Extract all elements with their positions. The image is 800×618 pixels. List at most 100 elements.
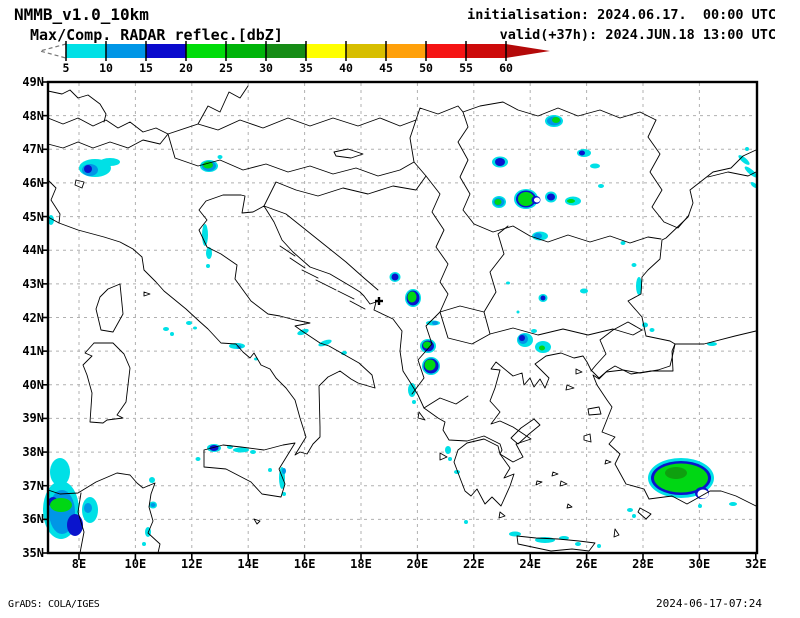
radar-cell xyxy=(519,335,525,341)
lon-label: 24E xyxy=(519,557,542,571)
country-border xyxy=(647,119,690,229)
lat-label: 41N xyxy=(22,344,44,359)
country-border xyxy=(77,492,85,554)
coastline xyxy=(510,418,541,445)
radar-cell xyxy=(432,321,438,325)
lon-label: 20E xyxy=(406,557,429,571)
coastline xyxy=(82,342,131,424)
lat-label: 37N xyxy=(22,478,44,493)
radar-cell xyxy=(745,147,749,151)
radar-cell xyxy=(665,467,687,479)
coastline xyxy=(203,442,296,498)
lat-label: 46N xyxy=(22,175,44,190)
radar-cell xyxy=(206,264,210,268)
country-border xyxy=(409,119,417,163)
island-sliver xyxy=(337,290,355,300)
coastline xyxy=(559,480,568,487)
colorbar-box xyxy=(66,44,106,58)
colorbar-box xyxy=(466,44,506,58)
colorbar-legend: 5 10 15 20 25 30 35 40 45 50 55 60 xyxy=(20,38,590,80)
radar-cell xyxy=(203,161,213,169)
colorbar-box xyxy=(226,44,266,58)
country-border xyxy=(263,205,379,291)
radar-cell xyxy=(531,329,537,333)
colorbar-tick-label: 55 xyxy=(459,61,473,75)
coastline xyxy=(613,528,620,538)
coastline xyxy=(498,511,506,519)
radar-cell xyxy=(150,503,156,507)
radar-cell xyxy=(516,310,520,314)
country-border xyxy=(529,234,662,244)
radar-cell xyxy=(445,446,451,454)
coastline xyxy=(637,507,652,520)
radar-cell xyxy=(412,400,416,404)
country-border xyxy=(415,101,657,121)
radar-cell xyxy=(206,247,212,259)
radar-cell xyxy=(163,327,169,331)
colorbar-box xyxy=(386,44,426,58)
country-border xyxy=(411,311,441,395)
island-sliver xyxy=(301,269,319,279)
coastline xyxy=(47,149,757,463)
init-time-label: initialisation: 2024.06.17. 00:00 UTC xyxy=(467,7,776,23)
grads-attribution: GrADS: COLA/IGES xyxy=(8,599,100,610)
colorbar-box xyxy=(146,44,186,58)
lon-label: 22E xyxy=(462,557,485,571)
country-border xyxy=(197,85,249,125)
radar-cell xyxy=(632,514,636,518)
radar-cell xyxy=(391,273,399,281)
radar-cell xyxy=(250,450,256,454)
country-border xyxy=(167,117,417,135)
lon-label: 16E xyxy=(293,557,316,571)
country-border xyxy=(590,321,643,372)
coastline xyxy=(516,535,596,552)
coastline xyxy=(453,438,515,507)
creation-timestamp: 2024-06-17-07:24 xyxy=(656,597,762,610)
radar-cell xyxy=(552,117,560,123)
coastline xyxy=(253,518,261,525)
radar-cell xyxy=(636,277,642,295)
radar-cell xyxy=(233,447,249,453)
island-sliver xyxy=(349,300,366,310)
radar-cell xyxy=(540,295,546,301)
colorbar-box xyxy=(346,44,386,58)
colorbar-box xyxy=(266,44,306,58)
country-border xyxy=(74,179,85,189)
colorbar-tick-label: 50 xyxy=(419,61,433,75)
map-frame xyxy=(46,80,759,555)
island-sliver xyxy=(289,257,306,269)
lat-label: 39N xyxy=(22,411,44,426)
radar-cell xyxy=(424,359,436,371)
model-title: NMMB_v1.0_10km xyxy=(14,5,149,24)
coastline xyxy=(565,384,575,391)
radar-cell xyxy=(579,150,585,156)
lon-label: 14E xyxy=(237,557,260,571)
country-border xyxy=(333,148,364,159)
radar-cell xyxy=(408,383,416,397)
radar-cell xyxy=(318,339,332,347)
coastline xyxy=(604,459,612,465)
lon-label: 18E xyxy=(350,557,372,571)
coastline xyxy=(535,480,543,486)
radar-cell xyxy=(494,199,502,205)
colorbar-tick-label: 10 xyxy=(99,61,113,75)
valid-time-label: valid(+37h): 2024.JUN.18 13:00 UTC xyxy=(499,27,776,43)
colorbar-box xyxy=(426,44,466,58)
lon-label: 10E xyxy=(124,557,147,571)
lon-label: 28E xyxy=(632,557,654,571)
radar-cell xyxy=(649,328,655,332)
radar-cell xyxy=(217,155,223,159)
country-border xyxy=(707,171,757,178)
radar-cell xyxy=(423,341,431,349)
lat-label: 42N xyxy=(22,310,44,325)
country-border xyxy=(423,395,469,409)
radar-cell xyxy=(580,288,588,294)
radar-cell xyxy=(627,508,633,512)
radar-cell xyxy=(698,504,702,508)
lat-label: 44N xyxy=(22,243,44,258)
radar-cell xyxy=(534,197,540,203)
country-border xyxy=(489,327,643,336)
coastline xyxy=(439,452,448,461)
country-border xyxy=(457,111,475,225)
